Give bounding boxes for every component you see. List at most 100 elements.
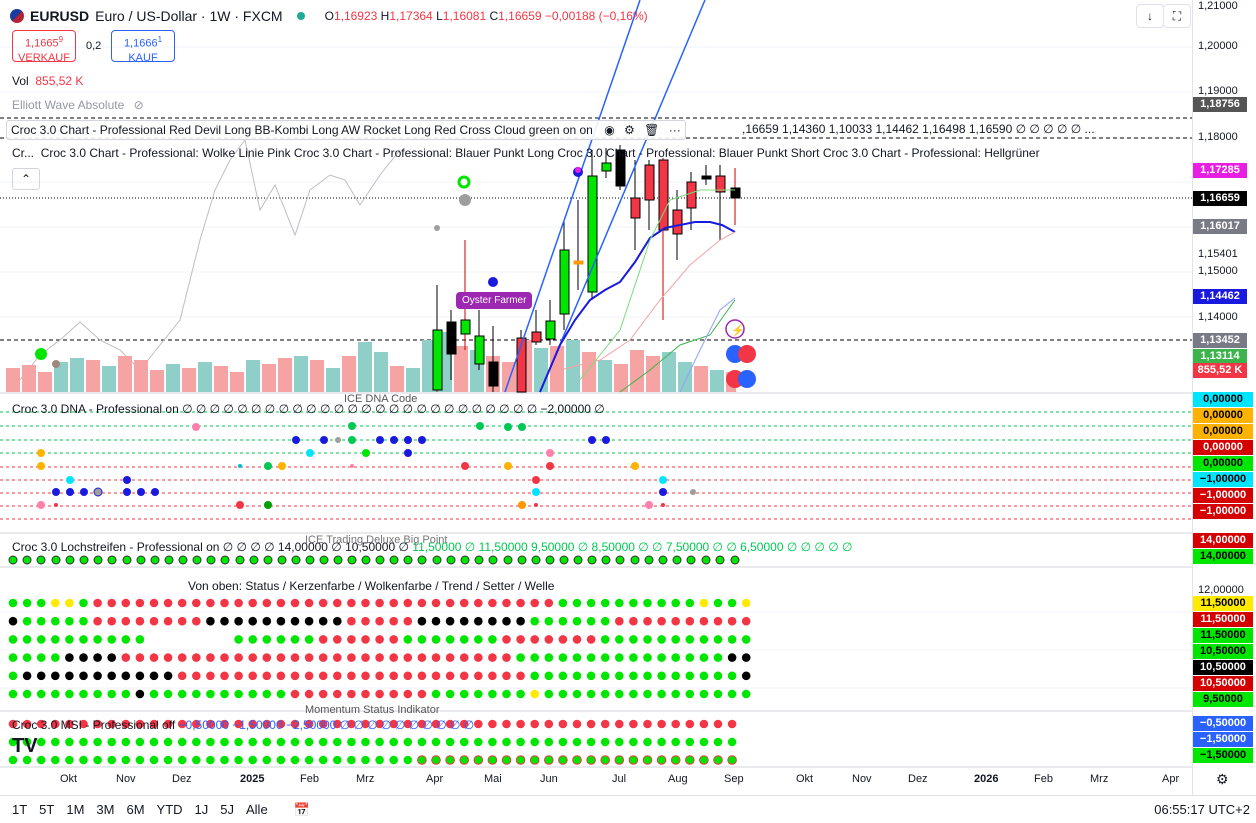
sell-button[interactable]: 1,16659 VERKAUF (12, 30, 76, 64)
status-dot (629, 689, 638, 699)
range-5t-button[interactable]: 5T (39, 802, 55, 817)
status-dot (65, 689, 74, 699)
status-dot (304, 671, 314, 681)
msi-dot (22, 737, 32, 747)
msi-dot (234, 737, 243, 747)
status-dot (741, 635, 751, 644)
status-dot (572, 653, 582, 662)
price-tag: 1,17285 (1193, 163, 1247, 178)
time-label: Nov (116, 773, 136, 785)
msi-dot (516, 719, 525, 729)
status-dot (192, 598, 201, 608)
range-1j-button[interactable]: 1J (194, 802, 209, 817)
status-dot (671, 671, 680, 681)
status-dot (93, 598, 102, 608)
status-dot (741, 671, 751, 681)
status-dot (93, 653, 102, 662)
msi-dot (502, 737, 511, 747)
status-dot (220, 689, 229, 699)
status-dot (615, 616, 624, 626)
msi-dot (361, 719, 370, 729)
status-dot (304, 598, 314, 608)
status-dot (248, 671, 257, 681)
dna-legend[interactable]: Croc 3.0 DNA - Professional on ∅ ∅ ∅ ∅ ∅… (12, 402, 605, 416)
status-dot (403, 616, 413, 626)
status-dot (361, 635, 370, 644)
time-label: Mai (484, 773, 502, 785)
msi-dot (643, 719, 652, 729)
symbol-title[interactable]: Euro / US-Dollar · 1W · FXCM (95, 8, 283, 24)
croc-second-legend[interactable]: Cr... Croc 3.0 Chart - Professional: Wol… (12, 146, 1040, 160)
more-icon[interactable]: ··· (668, 123, 681, 137)
msi-dot (727, 719, 737, 729)
tradingview-logo[interactable]: TV (12, 735, 38, 757)
msi-dot (262, 719, 272, 729)
msi-dot (445, 755, 455, 765)
elliott-legend[interactable]: Elliott Wave Absolute ⊘ (12, 98, 144, 112)
status-dot (206, 689, 215, 699)
status-dot (558, 598, 568, 608)
msi-dot (572, 719, 582, 729)
volume-legend[interactable]: Vol 855,52 K (12, 74, 84, 88)
fullscreen-icon[interactable]: ⛶ (1163, 4, 1191, 28)
price-label: 1,15000 (1198, 265, 1238, 277)
scroll-down-icon[interactable]: ↓ (1136, 4, 1164, 28)
msi-dot (544, 719, 554, 729)
settings-gear-icon[interactable]: ⚙ (1216, 771, 1229, 787)
msi-dot (643, 737, 652, 747)
range-1t-button[interactable]: 1T (12, 802, 28, 817)
calendar-icon[interactable]: 📅 (293, 801, 310, 817)
msi-dot (163, 719, 173, 729)
range-alle-button[interactable]: Alle (246, 802, 268, 817)
msi-dot (206, 737, 215, 747)
settings-icon[interactable]: ⚙ (624, 123, 635, 137)
status-dot (65, 635, 74, 644)
eye-off-icon[interactable]: ⊘ (133, 98, 144, 112)
indicator-tag: 14,00000 (1193, 549, 1253, 564)
loch-sublabel: ICE Trading Deluxe Big Point (305, 534, 448, 546)
status-dot (600, 616, 610, 626)
range-ytd-button[interactable]: YTD (156, 802, 183, 817)
status-dot (586, 635, 596, 644)
msi-dot (333, 755, 342, 765)
delete-icon[interactable]: 🗑 (644, 123, 660, 137)
msi-dot (474, 737, 483, 747)
msi-dot (459, 719, 469, 729)
range-6m-button[interactable]: 6M (126, 802, 145, 817)
msi-dot (389, 755, 399, 765)
status-dot (192, 689, 201, 699)
range-3m-button[interactable]: 3M (96, 802, 115, 817)
status-dot (586, 671, 596, 681)
msi-dot (656, 755, 667, 765)
msi-dot (290, 737, 300, 747)
range-buttons: 1T 5T 1M 3M 6M YTD 1J 5J Alle (0, 802, 268, 817)
time-label: Aug (668, 773, 688, 785)
range-1m-button[interactable]: 1M (66, 802, 85, 817)
status-dot (234, 671, 243, 681)
status-dot (600, 635, 610, 644)
msi-dot (375, 719, 384, 729)
status-dot (713, 616, 723, 626)
msi-dot (615, 719, 624, 729)
range-5j-button[interactable]: 5J (220, 802, 234, 817)
croc-chart-legend[interactable]: Croc 3.0 Chart - Professional Red Devil … (6, 120, 686, 140)
status-dot (304, 616, 314, 626)
status-dot (741, 598, 751, 608)
buy-button[interactable]: 1,16661 KAUF (111, 30, 175, 64)
eye-icon[interactable]: ◉ (604, 123, 615, 137)
loch-legend[interactable]: Croc 3.0 Lochstreifen - Professional on … (12, 540, 853, 554)
status-dot (8, 671, 18, 681)
collapse-legend-button[interactable]: ⌃ (12, 168, 40, 190)
status-dot (417, 653, 427, 662)
status-dot (107, 689, 116, 699)
status-dot (121, 671, 131, 681)
msi-legend[interactable]: Croc 3.0 MSI - Professional off −0,50000… (12, 718, 475, 732)
symbol-name[interactable]: EURUSD (30, 8, 90, 24)
status-dot (234, 653, 243, 662)
status-dot (93, 689, 102, 699)
clock[interactable]: 06:55:17 UTC+2 (1154, 802, 1250, 817)
msi-dot (642, 755, 653, 765)
msi-dot (347, 755, 356, 765)
price-tag: 1,13452 (1193, 333, 1247, 348)
status-dot (262, 689, 272, 699)
